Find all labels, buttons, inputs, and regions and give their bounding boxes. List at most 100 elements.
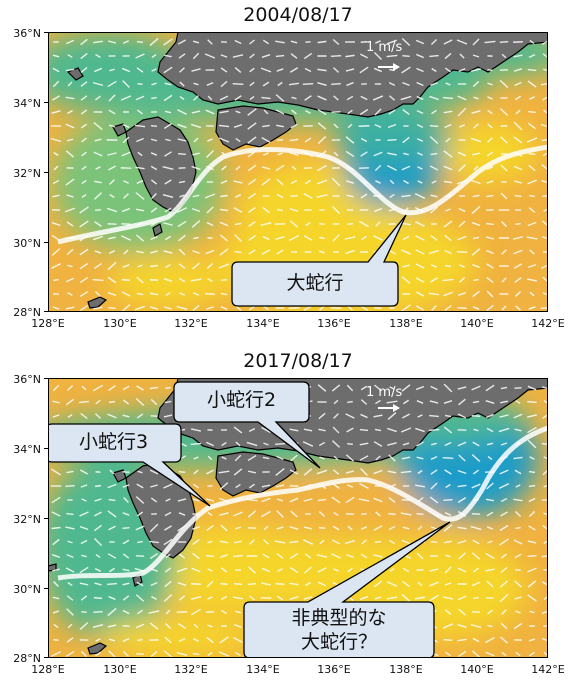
velocity-arrow bbox=[317, 498, 327, 502]
velocity-arrow bbox=[374, 384, 382, 392]
velocity-arrow bbox=[289, 552, 299, 560]
velocity-arrow bbox=[137, 83, 143, 85]
velocity-arrow bbox=[359, 442, 369, 446]
velocity-arrow bbox=[219, 110, 229, 114]
velocity-arrow bbox=[192, 40, 200, 44]
velocity-arrow bbox=[178, 234, 186, 242]
velocity-arrow bbox=[179, 81, 185, 87]
velocity-arrow bbox=[52, 95, 60, 101]
velocity-arrow bbox=[260, 221, 272, 227]
velocity-arrow bbox=[248, 206, 256, 214]
velocity-arrow bbox=[135, 208, 145, 212]
velocity-arrow bbox=[164, 54, 172, 58]
velocity-arrow bbox=[207, 485, 213, 487]
velocity-arrow bbox=[164, 400, 172, 404]
velocity-arrow bbox=[443, 180, 453, 184]
velocity-arrow bbox=[249, 95, 255, 101]
velocity-arrow bbox=[429, 54, 439, 58]
velocity-arrow bbox=[471, 385, 481, 391]
velocity-arrow bbox=[122, 527, 130, 529]
velocity-arrow bbox=[290, 179, 298, 185]
velocity-arrow bbox=[541, 179, 548, 184]
velocity-arrow bbox=[415, 39, 425, 45]
velocity-arrow bbox=[458, 164, 466, 172]
velocity-arrow bbox=[302, 539, 314, 545]
velocity-arrow bbox=[50, 262, 62, 270]
velocity-arrow bbox=[331, 553, 341, 559]
velocity-arrow bbox=[303, 428, 313, 432]
velocity-arrow bbox=[150, 124, 158, 128]
velocity-arrow bbox=[65, 178, 75, 186]
velocity-arrow bbox=[471, 205, 481, 215]
velocity-arrow bbox=[291, 109, 297, 115]
velocity-arrow bbox=[527, 278, 537, 282]
velocity-arrow bbox=[345, 413, 355, 419]
velocity-arrow bbox=[122, 637, 130, 643]
velocity-arrow bbox=[360, 41, 368, 43]
lon-tick: 134°E bbox=[246, 663, 280, 676]
velocity-arrow bbox=[542, 292, 548, 296]
velocity-arrow bbox=[443, 638, 453, 642]
velocity-arrow bbox=[513, 121, 523, 131]
velocity-arrow bbox=[416, 513, 424, 515]
velocity-arrow bbox=[472, 54, 480, 58]
lon-tick: 128°E bbox=[31, 663, 65, 676]
velocity-arrow bbox=[332, 426, 340, 434]
velocity-arrow bbox=[485, 400, 495, 404]
velocity-arrow bbox=[514, 469, 522, 475]
velocity-arrow bbox=[193, 483, 199, 489]
velocity-arrow bbox=[81, 137, 87, 143]
velocity-arrow bbox=[261, 96, 271, 100]
velocity-arrow bbox=[150, 165, 158, 171]
map-panel-2017: 1 m/s 小蛇行2 小蛇行3 非典型的な 大蛇行？ bbox=[48, 378, 548, 658]
velocity-arrow bbox=[514, 553, 522, 559]
velocity-arrow bbox=[233, 207, 243, 213]
velocity-arrow bbox=[66, 608, 74, 616]
velocity-arrow bbox=[163, 123, 173, 129]
velocity-arrow bbox=[515, 610, 521, 614]
velocity-arrow bbox=[332, 38, 340, 46]
velocity-arrow bbox=[444, 609, 452, 615]
velocity-arrow bbox=[429, 414, 439, 418]
velocity-arrow bbox=[541, 264, 548, 269]
velocity-arrow bbox=[193, 623, 199, 629]
velocity-arrow bbox=[514, 510, 522, 518]
velocity-arrow bbox=[332, 67, 340, 73]
velocity-arrow bbox=[52, 596, 60, 600]
velocity-arrow bbox=[165, 386, 171, 390]
velocity-arrow bbox=[80, 305, 88, 311]
velocity-arrow bbox=[247, 454, 257, 462]
velocity-arrow bbox=[514, 95, 522, 101]
velocity-arrow bbox=[444, 249, 452, 255]
velocity-arrow bbox=[458, 552, 466, 560]
velocity-arrow bbox=[165, 292, 171, 296]
velocity-arrow bbox=[52, 80, 60, 88]
velocity-arrow bbox=[417, 525, 423, 531]
velocity-arrow bbox=[136, 413, 144, 419]
velocity-arrow bbox=[221, 609, 227, 615]
velocity-arrow bbox=[79, 206, 89, 214]
velocity-arrow bbox=[248, 249, 256, 255]
velocity-arrow bbox=[527, 263, 537, 269]
velocity-arrow bbox=[207, 568, 213, 572]
velocity-arrow bbox=[207, 624, 213, 628]
velocity-arrow bbox=[317, 68, 327, 72]
velocity-arrow bbox=[416, 124, 424, 128]
velocity-arrow bbox=[514, 277, 522, 283]
velocity-arrow bbox=[150, 152, 158, 156]
velocity-arrow bbox=[542, 96, 548, 101]
velocity-arrow bbox=[486, 222, 494, 226]
velocity-arrow bbox=[249, 67, 255, 73]
velocity-arrow bbox=[333, 399, 339, 405]
velocity-arrow bbox=[500, 497, 508, 503]
velocity-arrow bbox=[373, 469, 383, 475]
velocity-arrow bbox=[122, 539, 130, 545]
velocity-arrow bbox=[150, 250, 158, 254]
velocity-arrow bbox=[473, 498, 479, 502]
velocity-arrow bbox=[526, 137, 538, 143]
velocity-arrow bbox=[401, 498, 411, 502]
velocity-arrow bbox=[220, 292, 228, 296]
lon-tick: 138°E bbox=[389, 663, 423, 676]
velocity-arrow bbox=[444, 52, 452, 60]
velocity-arrow bbox=[52, 67, 60, 73]
